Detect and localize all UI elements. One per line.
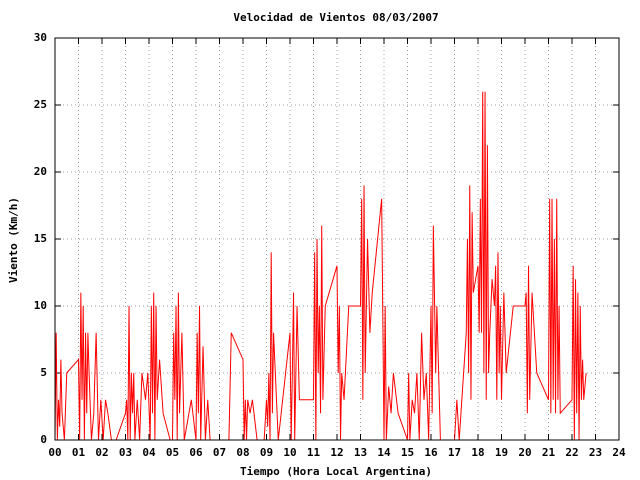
x-tick-label: 09	[260, 446, 273, 459]
x-tick-label: 06	[189, 446, 203, 459]
x-tick-label: 22	[565, 446, 578, 459]
x-tick-label: 19	[495, 446, 508, 459]
chart-title: Velocidad de Vientos 08/03/2007	[233, 11, 438, 24]
y-tick-label: 25	[34, 98, 47, 111]
x-tick-label: 17	[448, 446, 461, 459]
x-tick-label: 08	[236, 446, 249, 459]
data-line	[54, 91, 587, 441]
x-tick-label: 18	[471, 446, 484, 459]
x-tick-label: 23	[589, 446, 602, 459]
x-tick-label: 16	[424, 446, 438, 459]
x-tick-label: 00	[48, 446, 61, 459]
x-tick-label: 21	[542, 446, 556, 459]
y-tick-label: 30	[34, 31, 47, 44]
x-tick-label: 15	[401, 446, 414, 459]
y-tick-label: 15	[34, 232, 47, 245]
x-tick-label: 03	[119, 446, 132, 459]
x-tick-label: 10	[283, 446, 296, 459]
y-axis-label: Viento (Km/h)	[7, 197, 20, 283]
x-tick-label: 02	[95, 446, 108, 459]
x-tick-label: 07	[213, 446, 226, 459]
x-tick-label: 24	[612, 446, 626, 459]
x-tick-label: 11	[307, 446, 321, 459]
x-tick-label: 13	[354, 446, 367, 459]
plot-frame	[54, 37, 620, 441]
x-tick-label: 04	[142, 446, 156, 459]
y-tick-label: 20	[34, 165, 47, 178]
x-tick-label: 01	[72, 446, 86, 459]
x-tick-label: 05	[166, 446, 179, 459]
x-axis-label: Tiempo (Hora Local Argentina)	[240, 465, 432, 478]
x-tick-label: 14	[377, 446, 391, 459]
y-tick-label: 10	[34, 299, 47, 312]
x-tick-label: 12	[330, 446, 343, 459]
y-tick-label: 5	[40, 366, 47, 379]
x-tick-label: 20	[518, 446, 531, 459]
y-tick-label: 0	[40, 433, 47, 446]
